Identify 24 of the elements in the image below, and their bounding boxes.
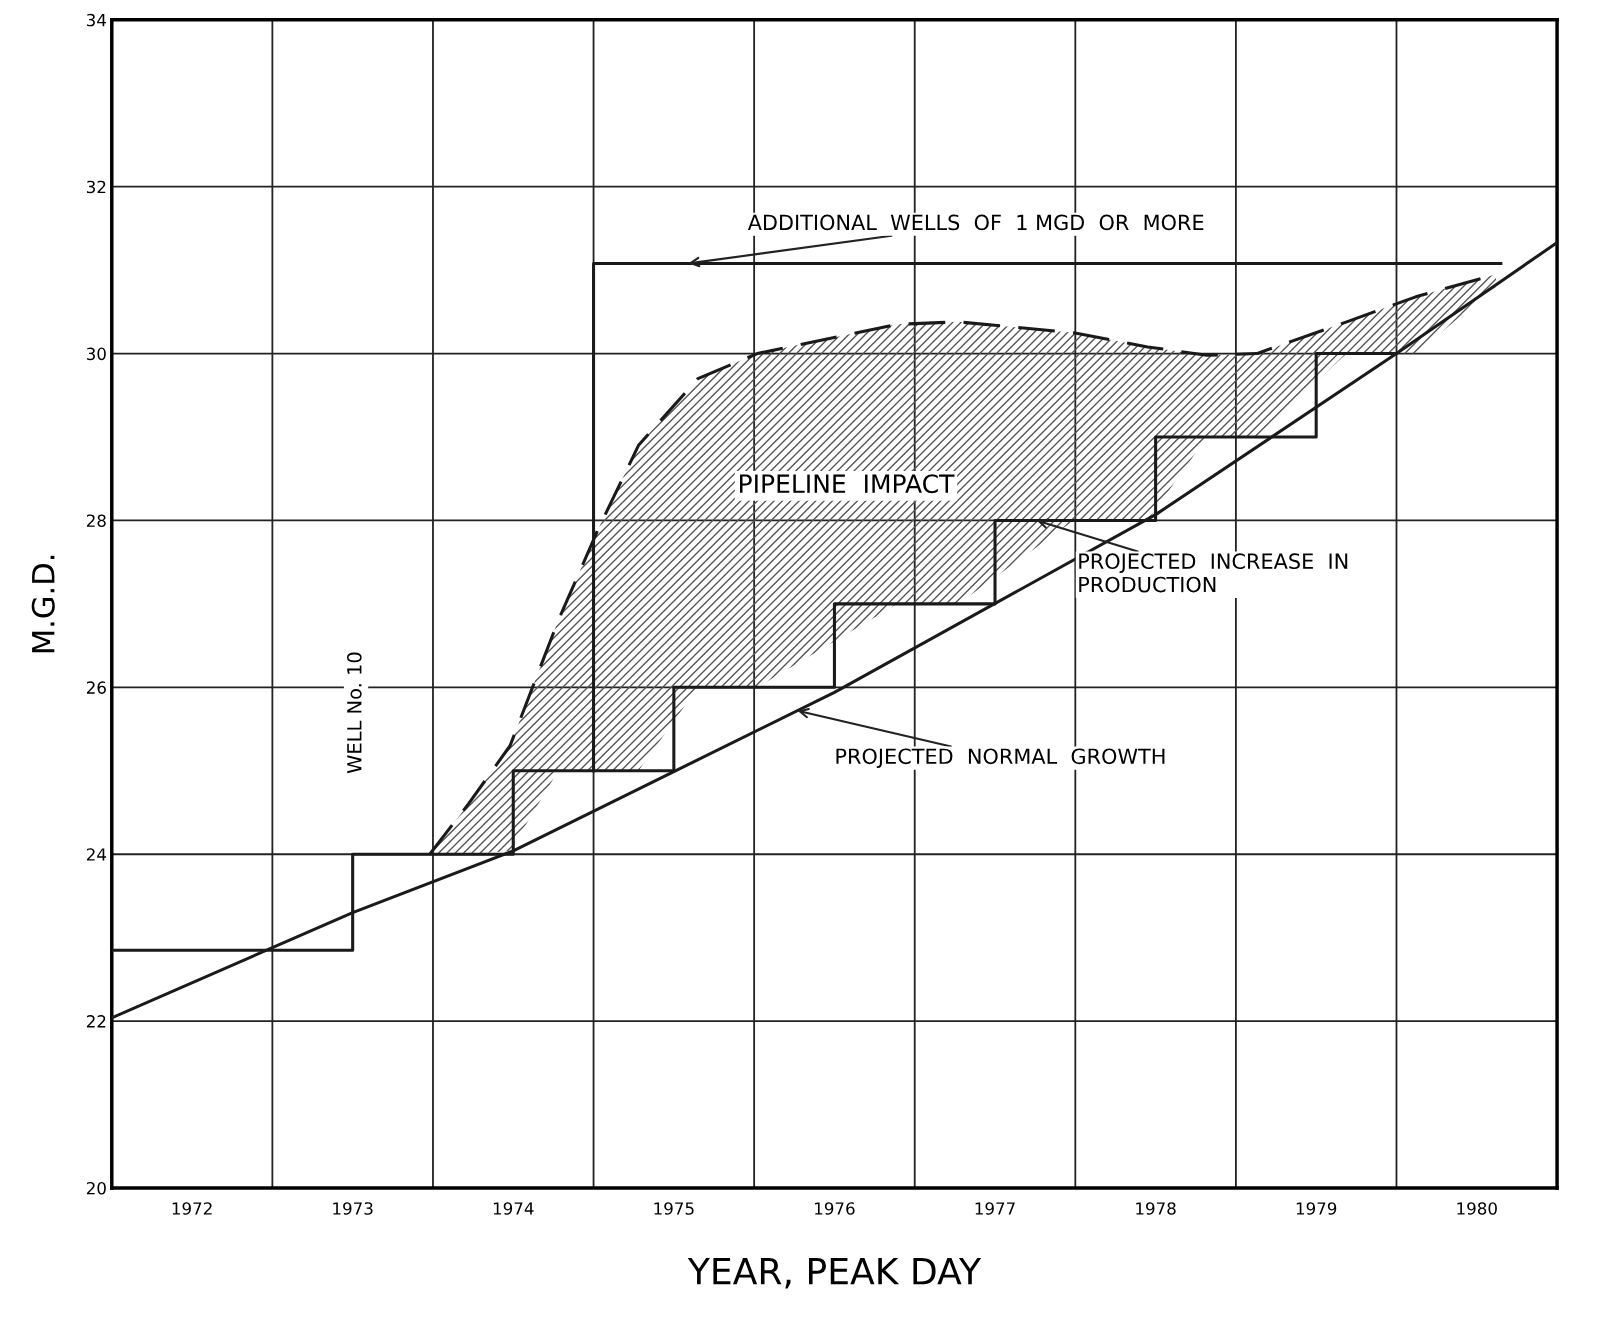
y-tick-label: 20 — [86, 1181, 106, 1195]
x-axis-title: YEAR, PEAK DAY — [687, 1258, 982, 1289]
x-tick-label: 1978 — [1136, 1202, 1176, 1215]
x-tick-label: 1973 — [333, 1202, 373, 1215]
y-tick-label: 22 — [86, 1015, 106, 1028]
x-tick-label: 1974 — [493, 1202, 534, 1215]
y-tick-label: 28 — [86, 514, 106, 528]
y-tick-label: 32 — [86, 180, 106, 194]
y-tick-label: 30 — [86, 347, 106, 361]
x-tick-label: 1980 — [1457, 1202, 1497, 1215]
y-axis-title: M.G.D. — [31, 555, 55, 653]
annotation: PIPELINE IMPACT — [740, 474, 955, 494]
y-tick-label: 24 — [86, 848, 106, 861]
x-tick-label: 1977 — [975, 1202, 1015, 1215]
x-tick-label: 1976 — [815, 1202, 855, 1215]
annotation: PROJECTED NORMAL GROWTH — [836, 748, 1165, 769]
x-tick-label: 1979 — [1296, 1202, 1337, 1215]
annotation: ADDITIONAL WELLS OF 1 MGD OR MORE — [747, 214, 1204, 231]
x-tick-label: 1975 — [654, 1202, 694, 1215]
annotation: PROJECTED INCREASE IN PRODUCTION — [1079, 553, 1348, 593]
y-tick-label: 34 — [86, 13, 106, 27]
y-tick-label: 26 — [86, 681, 106, 694]
annotation: WELL No. 10 — [346, 652, 362, 774]
x-tick-label: 1972 — [172, 1202, 212, 1215]
